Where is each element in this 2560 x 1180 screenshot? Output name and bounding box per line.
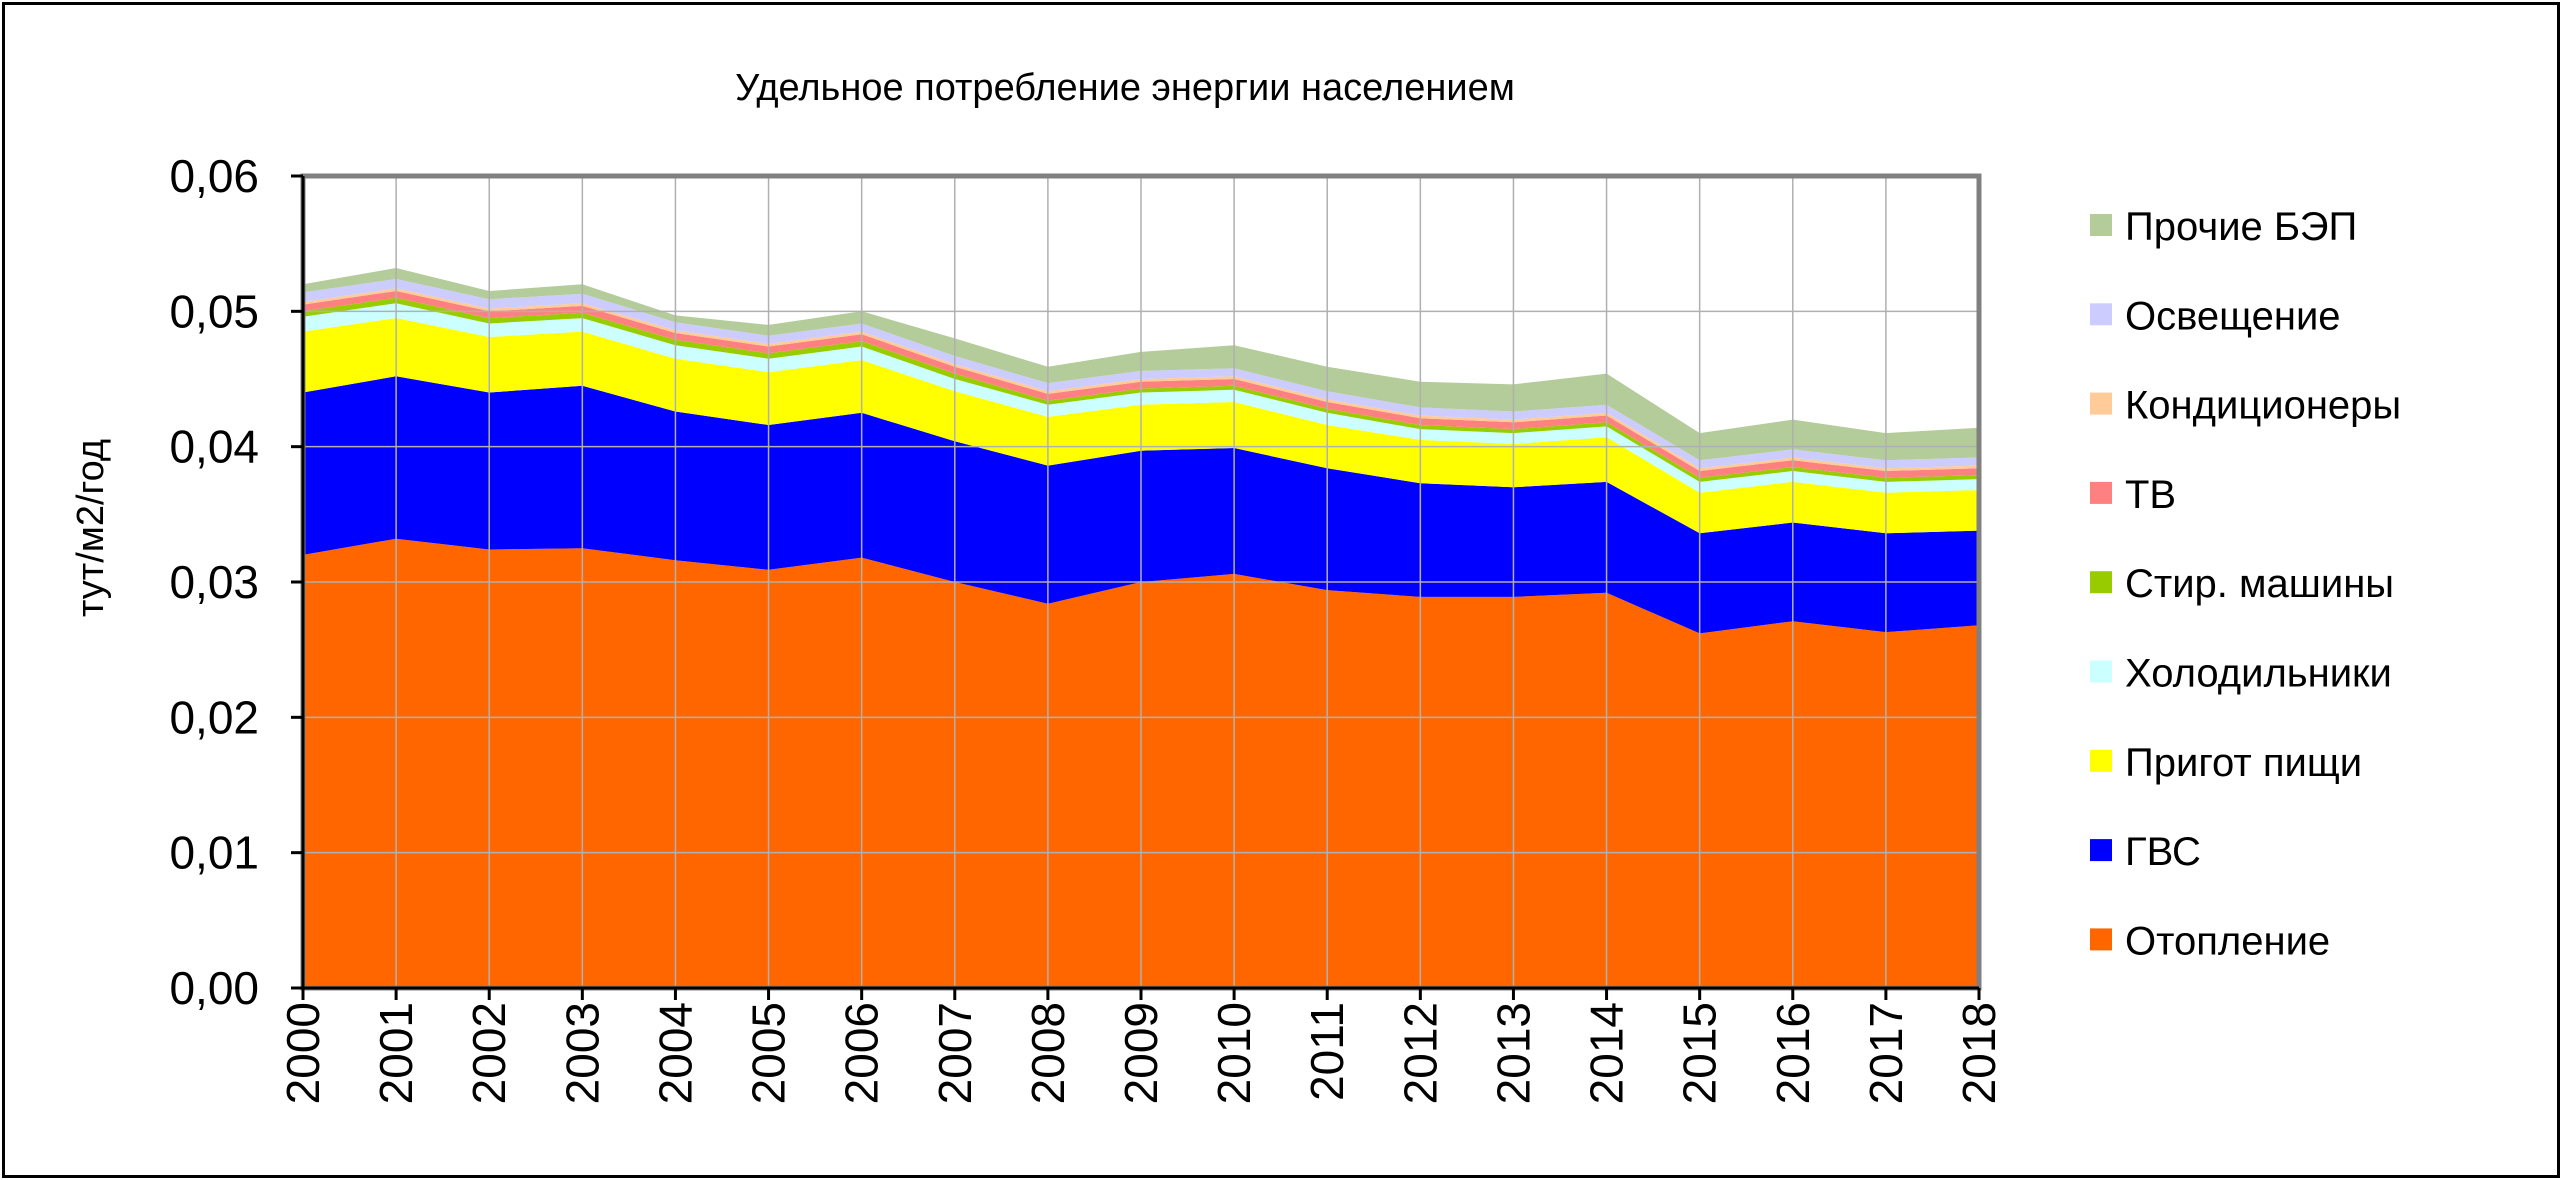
legend-swatch	[2090, 839, 2112, 862]
y-tick-label: 0,00	[169, 962, 259, 1014]
legend-label: Кондиционеры	[2125, 384, 2401, 428]
y-tick-label: 0,04	[169, 421, 259, 473]
x-tick-label: 2000	[277, 1002, 329, 1104]
legend-swatch	[2090, 928, 2112, 951]
legend-label: Стир. машины	[2125, 562, 2394, 606]
legend-swatch	[2090, 303, 2112, 326]
legend-label: ГВС	[2125, 830, 2201, 874]
legend-swatch	[2090, 392, 2112, 415]
x-tick-label: 2015	[1674, 1002, 1726, 1104]
stacked-area-chart: Удельное потребление энергии населением …	[70, 67, 2401, 1104]
x-tick-label: 2014	[1581, 1002, 1633, 1104]
x-tick-label: 2006	[836, 1002, 888, 1104]
legend-label: ТВ	[2125, 473, 2176, 517]
legend-label: Пригот пищи	[2125, 741, 2362, 785]
y-tick-label: 0,02	[169, 691, 259, 743]
y-tick-label: 0,01	[169, 827, 259, 879]
y-tick-label: 0,03	[169, 556, 259, 608]
x-tick-label: 2012	[1394, 1002, 1446, 1104]
x-tick-label: 2007	[929, 1002, 981, 1104]
x-tick-label: 2009	[1115, 1002, 1167, 1104]
legend-label: Прочие БЭП	[2125, 205, 2357, 249]
legend-swatch	[2090, 660, 2112, 683]
x-tick-label: 2010	[1208, 1002, 1260, 1104]
chart-title: Удельное потребление энергии населением	[735, 67, 1515, 109]
x-tick-labels: 2000 2001 2002 2003 2004 2005 2006 2007 2008 2009…	[277, 988, 2005, 1104]
legend-label: Освещение	[2125, 294, 2341, 338]
x-tick-label: 2008	[1022, 1002, 1074, 1104]
y-tick-label: 0,06	[169, 150, 259, 202]
legend-label: Отопление	[2125, 919, 2330, 963]
gridlines	[303, 176, 1980, 988]
legend-swatch	[2090, 214, 2112, 236]
x-tick-label: 2005	[743, 1002, 795, 1104]
y-axis-label: тут/м2/год	[70, 439, 112, 617]
x-tick-label: 2013	[1487, 1002, 1539, 1104]
x-tick-label: 2003	[556, 1002, 608, 1104]
legend-swatch	[2090, 749, 2112, 772]
x-tick-label: 2004	[649, 1002, 701, 1104]
y-tick-labels: 0,00 0,01 0,02 0,03 0,04 0,05 0,06	[169, 150, 303, 1014]
legend-swatch	[2090, 571, 2112, 594]
x-tick-label: 2018	[1953, 1002, 2005, 1104]
x-tick-label: 2016	[1767, 1002, 1819, 1104]
y-tick-label: 0,05	[169, 285, 259, 337]
legend-swatch	[2090, 481, 2112, 504]
x-tick-label: 2002	[463, 1002, 515, 1104]
legend: Прочие БЭП Освещение Кондиционеры ТВ Стир. м…	[2090, 205, 2401, 963]
legend-label: Холодильники	[2125, 652, 2392, 696]
x-tick-label: 2001	[370, 1002, 422, 1104]
x-tick-label: 2017	[1860, 1002, 1912, 1104]
x-tick-label: 2011	[1301, 1002, 1353, 1101]
